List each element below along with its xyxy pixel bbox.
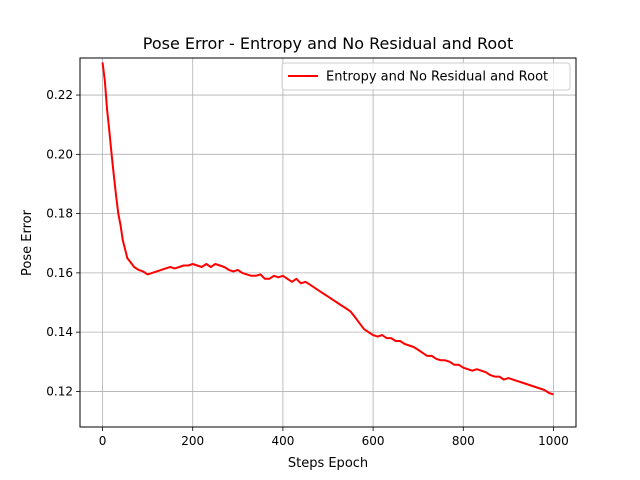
y-tick-label: 0.14 — [46, 325, 73, 339]
grid-layer — [80, 58, 576, 427]
y-axis-label: Pose Error — [20, 209, 35, 276]
legend-box — [281, 62, 571, 91]
x-tick-label: 1000 — [538, 434, 569, 448]
x-tick-label: 200 — [181, 434, 204, 448]
series-line — [101, 62, 554, 396]
plot-frame — [79, 57, 577, 428]
x-tick-label: 800 — [452, 434, 475, 448]
x-tick-label: 0 — [99, 434, 107, 448]
tick-layer: 0 200 400 600 800 1000 0.12 0.14 0.16 0.18 0.20 0.2… — [46, 88, 568, 448]
y-tick-label: 0.18 — [46, 207, 73, 221]
x-tick-label: 600 — [362, 434, 385, 448]
x-axis-label: Steps Epoch — [288, 456, 368, 471]
legend-label: Entropy and No Residual and Root — [326, 70, 548, 85]
y-tick-label: 0.12 — [46, 384, 73, 398]
x-tick-label: 400 — [271, 434, 294, 448]
y-tick-label: 0.22 — [46, 88, 73, 102]
y-tick-label: 0.20 — [46, 147, 73, 161]
y-tick-label: 0.16 — [46, 266, 73, 280]
legend: Entropy and No Residual and Root — [281, 62, 571, 91]
chart-title: Pose Error - Entropy and No Residual and… — [143, 34, 513, 53]
series-layer — [101, 62, 554, 396]
